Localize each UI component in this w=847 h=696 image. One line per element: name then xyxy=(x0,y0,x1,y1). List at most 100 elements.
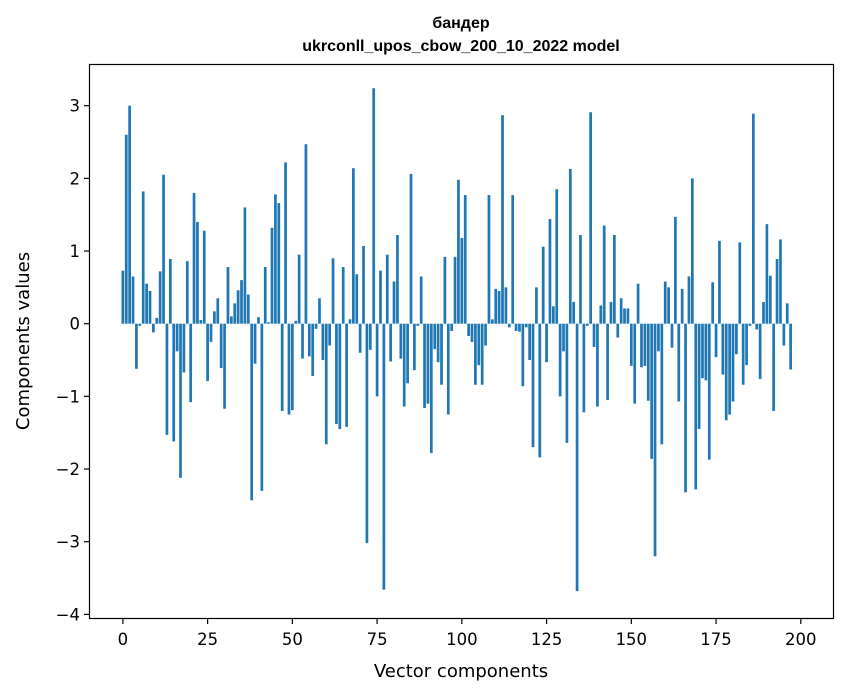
bar-133 xyxy=(572,301,576,324)
bar-125 xyxy=(545,323,548,363)
y-axis-label: Components values xyxy=(13,252,34,430)
bar-123 xyxy=(538,323,542,458)
y-tick-label: −3 xyxy=(56,533,80,552)
bar-112 xyxy=(501,115,504,324)
bar-102 xyxy=(467,323,470,337)
x-tick-label: 75 xyxy=(367,630,388,649)
bar-148 xyxy=(623,308,626,324)
bar-150 xyxy=(629,323,633,366)
bar-59 xyxy=(321,323,325,361)
bar-115 xyxy=(511,195,515,324)
bar-89 xyxy=(423,323,426,408)
bar-161 xyxy=(667,287,670,324)
bar-27 xyxy=(213,311,216,324)
bar-3 xyxy=(131,276,135,324)
bar-154 xyxy=(643,323,647,366)
bar-94 xyxy=(440,323,443,385)
bar-169 xyxy=(694,323,698,490)
bar-19 xyxy=(185,261,189,324)
bar-45 xyxy=(274,194,277,324)
bar-172 xyxy=(704,323,708,381)
bar-113 xyxy=(504,287,508,324)
bar-129 xyxy=(558,323,562,397)
bar-166 xyxy=(684,323,687,493)
bar-87 xyxy=(416,323,420,326)
bar-182 xyxy=(738,242,742,324)
bar-173 xyxy=(707,323,711,460)
bar-117 xyxy=(518,323,521,332)
bar-5 xyxy=(138,323,142,326)
bar-16 xyxy=(175,323,179,352)
bar-174 xyxy=(711,282,715,324)
bar-67 xyxy=(348,319,352,324)
y-axis-ticks: −4 −3 −2 −1 0 1 2 3 xyxy=(56,97,90,624)
bar-153 xyxy=(640,323,643,368)
bar-101 xyxy=(463,195,467,324)
bar-145 xyxy=(613,235,616,324)
bar-2 xyxy=(128,105,132,324)
bar-144 xyxy=(609,301,613,324)
bar-142 xyxy=(602,225,606,324)
bar-151 xyxy=(633,323,637,404)
bar-68 xyxy=(352,168,355,324)
bar-179 xyxy=(728,323,731,415)
bar-183 xyxy=(741,323,745,385)
bar-41 xyxy=(260,323,264,491)
bar-30 xyxy=(223,323,226,409)
bar-26 xyxy=(209,323,213,342)
bar-167 xyxy=(687,276,691,324)
bars-group xyxy=(121,88,792,592)
bar-35 xyxy=(240,280,243,324)
bar-1 xyxy=(124,134,128,324)
bar-93 xyxy=(436,323,440,363)
y-tick-label: −2 xyxy=(56,460,80,479)
bar-43 xyxy=(267,322,270,324)
bar-140 xyxy=(596,323,599,407)
bar-136 xyxy=(582,323,586,413)
chart-title: бандер xyxy=(432,15,490,32)
bar-13 xyxy=(165,323,169,435)
bar-98 xyxy=(453,256,457,324)
bar-42 xyxy=(263,267,267,324)
bar-111 xyxy=(497,291,501,324)
x-axis-label: Vector components xyxy=(374,661,548,682)
y-tick-label: 3 xyxy=(70,97,81,116)
bar-83 xyxy=(402,323,406,407)
bar-23 xyxy=(199,320,203,324)
x-tick-label: 0 xyxy=(118,630,129,649)
bar-10 xyxy=(155,317,159,324)
bar-157 xyxy=(653,323,657,557)
x-tick-label: 25 xyxy=(197,630,218,649)
bar-128 xyxy=(555,189,559,324)
bar-149 xyxy=(626,308,630,324)
bar-17 xyxy=(179,323,182,478)
bar-11 xyxy=(158,271,162,324)
bar-36 xyxy=(243,207,247,324)
bar-12 xyxy=(162,174,165,324)
bar-85 xyxy=(409,174,413,324)
bar-152 xyxy=(636,283,640,324)
bar-28 xyxy=(216,298,220,324)
bar-82 xyxy=(399,323,403,359)
y-tick-label: 1 xyxy=(70,242,81,261)
bar-56 xyxy=(311,323,315,377)
bar-91 xyxy=(429,323,433,454)
bar-192 xyxy=(772,323,776,411)
bar-134 xyxy=(575,323,579,592)
bar-25 xyxy=(206,323,209,382)
bar-64 xyxy=(338,323,342,430)
bar-97 xyxy=(450,323,454,331)
bar-177 xyxy=(721,323,725,375)
bar-189 xyxy=(762,301,765,324)
bar-109 xyxy=(490,319,494,324)
bar-170 xyxy=(697,323,701,430)
bar-180 xyxy=(731,323,735,402)
bar-138 xyxy=(589,112,592,324)
bar-81 xyxy=(396,235,399,324)
bar-190 xyxy=(765,224,769,324)
bar-9 xyxy=(152,323,155,333)
bar-14 xyxy=(168,259,172,324)
bar-160 xyxy=(663,281,667,324)
x-tick-label: 200 xyxy=(785,630,817,649)
